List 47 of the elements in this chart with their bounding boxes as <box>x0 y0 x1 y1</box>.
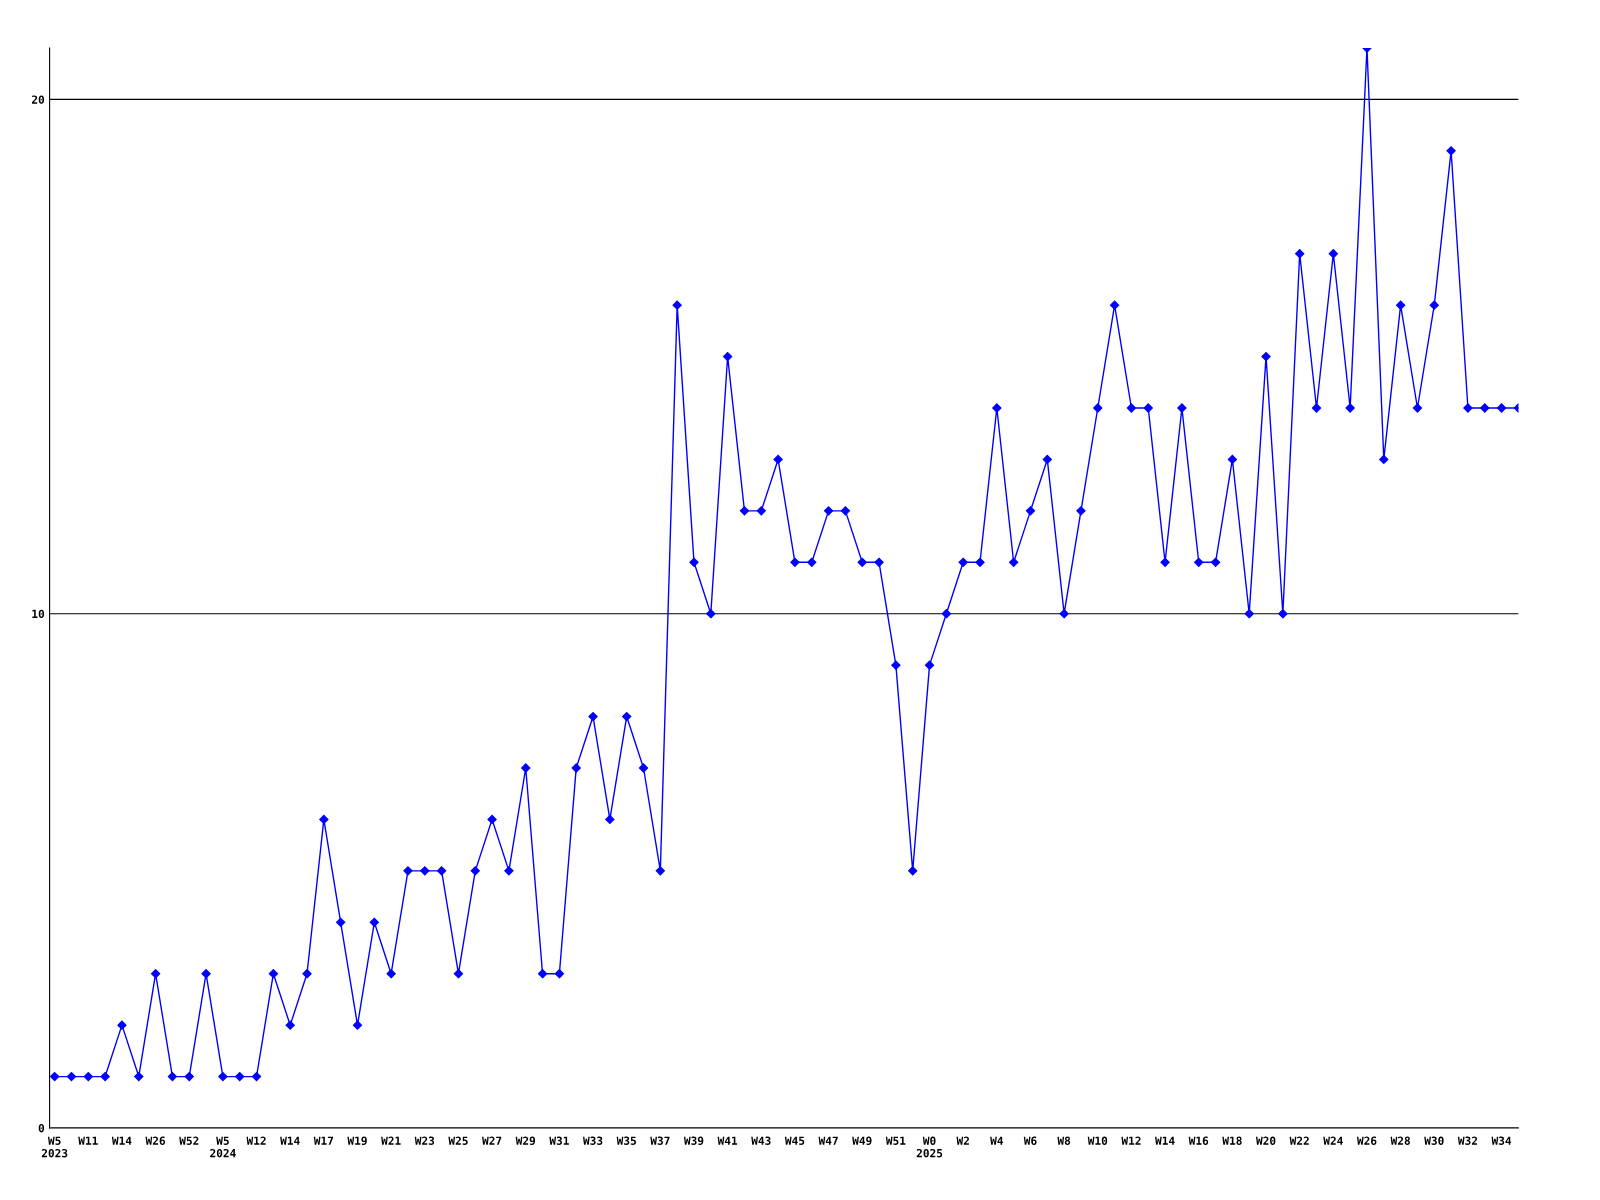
x-tick-label: W16 <box>1188 1136 1209 1145</box>
x-tick-label: W14 <box>280 1136 300 1145</box>
x-tick-label: W49 <box>852 1136 872 1145</box>
x-tick-label: W2 <box>956 1136 969 1145</box>
x-tick-label: W33 <box>583 1136 603 1145</box>
x-tick-label: W35 <box>616 1136 636 1145</box>
x-tick-label: W11 <box>78 1136 98 1145</box>
x-tick-label: W8 <box>1057 1136 1071 1145</box>
x-tick-label: W32 <box>1457 1136 1478 1145</box>
x-tick-label: W27 <box>482 1136 502 1145</box>
x-tick-label: W10 <box>1087 1136 1108 1145</box>
x-tick-label: W28 <box>1390 1136 1410 1145</box>
x-tick-label: W20 <box>1255 1136 1276 1145</box>
x-tick-label: W26 <box>1356 1136 1377 1145</box>
x-tick-label: W30 <box>1424 1136 1444 1145</box>
x-tick-label: W5 2024 <box>210 1136 236 1158</box>
y-tick-label: 0 <box>38 1123 45 1133</box>
x-tick-label: W12 <box>1121 1136 1141 1145</box>
x-tick-label: W41 <box>717 1136 738 1145</box>
x-tick-label: W52 <box>179 1136 199 1145</box>
x-tick-label: W45 <box>784 1136 805 1145</box>
x-tick-label: W14 <box>111 1136 132 1145</box>
x-tick-label: W4 <box>990 1136 1004 1145</box>
x-tick-label: W22 <box>1289 1136 1309 1145</box>
x-tick-label: W18 <box>1222 1136 1242 1145</box>
x-tick-label: W19 <box>347 1136 367 1145</box>
x-tick-label: W47 <box>818 1136 838 1145</box>
x-tick-label: W31 <box>549 1136 569 1145</box>
x-tick-label: W5 2023 <box>41 1136 68 1158</box>
x-tick-label: W25 <box>448 1136 468 1145</box>
y-tick-label: 20 <box>31 95 45 104</box>
x-tick-label: W39 <box>683 1136 704 1145</box>
x-tick-label: W14 <box>1155 1136 1175 1145</box>
x-tick-label: W26 <box>145 1136 166 1145</box>
x-tick-label: W12 <box>246 1136 266 1145</box>
x-tick-label: W51 <box>885 1136 906 1145</box>
x-tick-label: W29 <box>515 1136 536 1145</box>
x-tick-label: W24 <box>1323 1136 1343 1145</box>
x-tick-label: W0 2025 <box>916 1136 943 1158</box>
x-tick-label: W37 <box>650 1136 670 1145</box>
x-tick-label: W23 <box>414 1136 435 1145</box>
x-tick-label: W34 <box>1491 1136 1512 1145</box>
x-tick-label: W6 <box>1023 1136 1037 1145</box>
y-tick-label: 10 <box>32 609 45 619</box>
x-tick-label: W21 <box>381 1136 401 1145</box>
x-tick-label: W43 <box>751 1136 771 1145</box>
x-tick-label: W17 <box>313 1136 334 1145</box>
